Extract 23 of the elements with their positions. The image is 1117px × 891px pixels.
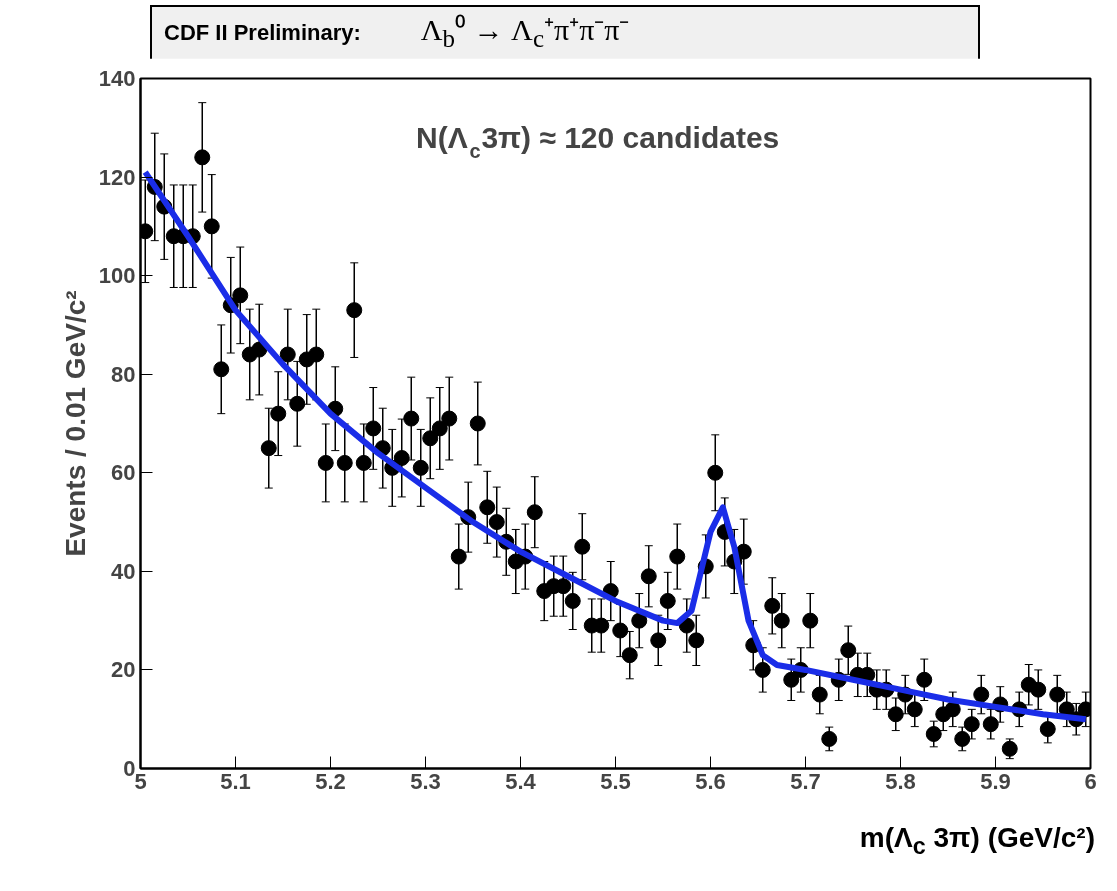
y-tick-label: 100 [98, 263, 136, 289]
y-tick-label: 140 [98, 66, 136, 91]
y-axis-title: Events / 0.01 GeV/c² [59, 290, 91, 557]
y-tick-label: 120 [98, 164, 136, 190]
y-tick-label: 20 [111, 657, 136, 683]
x-tick-label: 5.8 [885, 768, 916, 794]
x-tick-label: 5.4 [505, 768, 537, 794]
chart-title: CDF II Preliminary: [164, 19, 361, 48]
y-tick-label: 60 [111, 460, 136, 486]
x-axis-title: m(Λ$_{c}$ 3π) (GeV/c²) [858, 821, 1095, 861]
x-tick-label: 5 [134, 768, 147, 794]
x-tick-label: 5.6 [695, 768, 726, 794]
x-tick-label: 5.2 [315, 768, 346, 794]
y-tick-label: 40 [111, 558, 136, 584]
x-tick-label: 5.3 [410, 768, 441, 794]
x-tick-label: 5.7 [790, 768, 821, 794]
y-tick-label: 80 [111, 361, 136, 387]
x-tick-label: 5.9 [980, 768, 1011, 794]
y-tick-label: 0 [123, 756, 136, 781]
x-tick-label: 5.5 [600, 768, 631, 794]
x-tick-label: 6 [1084, 768, 1097, 794]
chart-subtitle: Λ$_{b}$⁰ → Λ$_{c}$⁺π⁺π⁻π⁻ [420, 12, 630, 54]
x-tick-label: 5.1 [220, 768, 251, 794]
